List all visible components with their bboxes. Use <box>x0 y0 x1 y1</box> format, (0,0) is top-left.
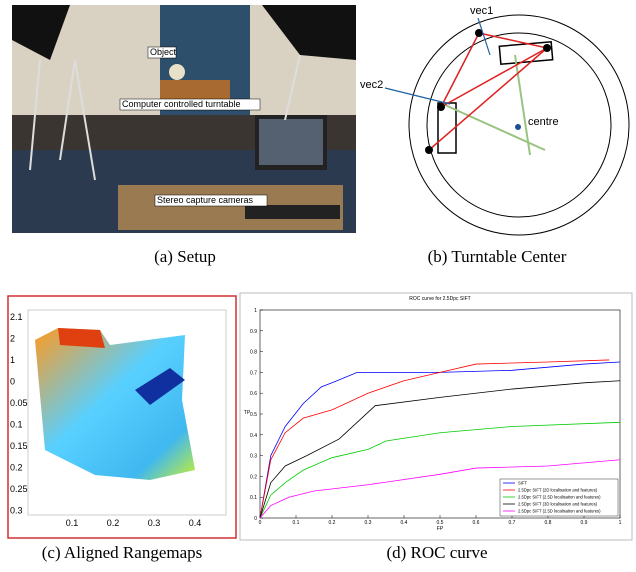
legend-label: 2.5Dpc SIFT (2.5D localisation and featu… <box>518 495 601 500</box>
x-tick-label: 0.3 <box>365 520 372 526</box>
caption: (c) Aligned Rangemaps <box>42 543 203 562</box>
photo-label: Object <box>150 47 177 57</box>
y-tick-label: 0.5 <box>250 412 257 418</box>
diagram-label: centre <box>528 116 559 128</box>
y-tick-label: 0.7 <box>250 370 257 376</box>
x-tick-label: 0.6 <box>473 520 480 526</box>
x-tick-label: 0.5 <box>437 520 444 526</box>
legend-label: 2.5Dpc SIFT (2D localisation and feature… <box>518 488 598 493</box>
legend-label: 2.5Dpc SIFT (3D localisation and feature… <box>518 502 598 507</box>
rangemap-x-tick: 0.3 <box>148 518 161 528</box>
x-tick-label: 0.2 <box>329 520 336 526</box>
rangemap-x-tick: 0.2 <box>107 518 120 528</box>
x-tick-label: 0.4 <box>401 520 408 526</box>
x-tick-label: 0.8 <box>545 520 552 526</box>
rangemap-y-tick: 0.15 <box>10 441 28 451</box>
rangemap-y-tick: 1 <box>10 355 15 365</box>
caption: (d) ROC curve <box>386 543 487 562</box>
legend-label: SIFT <box>518 481 528 486</box>
x-tick-label: 0.9 <box>581 520 588 526</box>
y-tick-label: 0 <box>254 516 257 522</box>
photo-label: Stereo capture cameras <box>157 195 254 205</box>
caption: (a) Setup <box>154 247 216 266</box>
y-tick-label: 0.3 <box>250 454 257 460</box>
rangemap-y-tick: 0.05 <box>10 398 28 408</box>
y-tick-label: 0.2 <box>250 474 257 480</box>
x-tick-label: 1 <box>619 520 622 526</box>
rangemap-x-tick: 0.1 <box>66 518 79 528</box>
y-tick-label: 0.1 <box>250 495 257 501</box>
x-axis-label: FP <box>437 526 444 532</box>
rangemap-y-tick: 0.25 <box>10 484 28 494</box>
rangemap-y-tick: 2.1 <box>10 312 23 322</box>
x-tick-label: 0 <box>259 520 262 526</box>
diagram-label: vec2 <box>360 79 383 91</box>
y-tick-label: 0.4 <box>250 433 257 439</box>
rangemap-y-tick: 0.2 <box>10 463 23 473</box>
rangemap-y-tick: 0 <box>10 377 15 387</box>
y-tick-label: 0.6 <box>250 391 257 397</box>
rangemap-y-tick: 2 <box>10 334 15 344</box>
y-tick-label: 0.8 <box>250 350 257 356</box>
y-tick-label: 0.9 <box>250 329 257 335</box>
turntable-diagram <box>385 15 629 235</box>
legend-label: 2.5Dpc SIFT (2.5D localisation and featu… <box>518 509 601 514</box>
rangemap-y-tick: 0.3 <box>10 506 23 516</box>
figure: Object Computer controlled turntable Ste… <box>0 0 636 572</box>
chart-title: ROC curve for 2.5Dpc SIFT <box>409 296 470 302</box>
y-tick-label: 1 <box>254 308 257 314</box>
diagram-label: vec1 <box>470 5 493 17</box>
x-tick-label: 0.1 <box>293 520 300 526</box>
rangemap-y-tick: 0.1 <box>10 420 23 430</box>
rangemap-x-tick: 0.4 <box>189 518 202 528</box>
x-tick-label: 0.7 <box>509 520 516 526</box>
caption: (b) Turntable Center <box>428 247 567 266</box>
setup-photo: Object Computer controlled turntable Ste… <box>12 5 356 233</box>
photo-label: Computer controlled turntable <box>122 99 241 109</box>
rangemap <box>8 296 236 538</box>
